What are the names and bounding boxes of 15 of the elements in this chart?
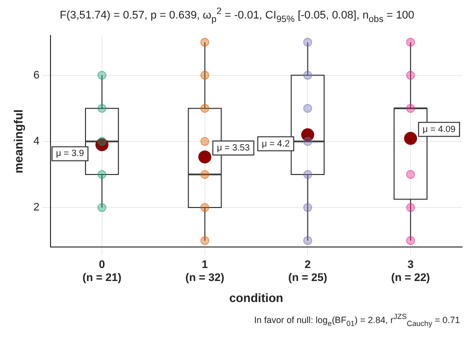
data-label: μ = 4.09	[422, 124, 456, 134]
x-tick-label: 2 (n = 25)	[288, 258, 328, 284]
x-axis-title: condition	[229, 291, 284, 306]
x-tick-label: 1 (n = 32)	[185, 258, 225, 284]
data-label: μ = 3.53	[216, 142, 250, 152]
y-axis-title: meaningful	[12, 109, 26, 174]
y-tick-label: 2	[33, 202, 40, 214]
y-tick-label: 4	[33, 135, 40, 148]
x-tick-label: 3 (n = 22)	[391, 258, 430, 284]
x-tick-label: 0 (n = 21)	[82, 258, 122, 284]
chart-title: F(3,51.74) = 0.57, p = 0.639, ω$_{p}$$^{2}$ = -0.01, CI$_{95%}$ [-0.05, 0.08], n$_{obs}$ = 100	[58, 6, 416, 24]
data-label: μ = 3.9	[56, 148, 84, 158]
text: In favor of null: log$_{e}$(BF$_{01}$) = 2.84, r$^{JZS}$$_{Cauchy}$ = 0.71	[254, 312, 460, 328]
data-label: μ = 4.2	[262, 138, 290, 148]
y-tick-label: 6	[33, 69, 40, 82]
